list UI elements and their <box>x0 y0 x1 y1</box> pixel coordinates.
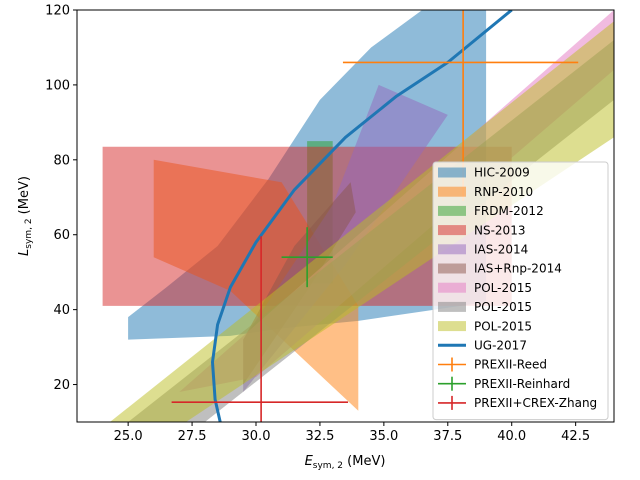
legend-swatch <box>438 186 466 197</box>
legend-entry-ias-2014: IAS-2014 <box>438 243 528 257</box>
errorbar-prexii-crex-zhang <box>171 236 349 422</box>
legend-swatch <box>438 225 466 236</box>
y-tick-label: 20 <box>53 378 70 393</box>
errorbar-prexii-reed <box>342 10 579 202</box>
legend: HIC-2009 RNP-2010 FRDM-2012 NS-2013 IAS-2014… <box>432 161 609 421</box>
legend-entry-rnp-2010: RNP-2010 <box>438 185 533 199</box>
legend-label: IAS-2014 <box>474 243 528 257</box>
legend-label: RNP-2010 <box>474 185 533 199</box>
legend-swatch <box>438 205 466 216</box>
y-tick-label: 100 <box>45 78 70 93</box>
legend-label: POL-2015 <box>474 281 532 295</box>
x-tick-label: 40.0 <box>497 429 526 444</box>
legend-label: POL-2015 <box>474 319 532 333</box>
legend-swatch <box>438 301 466 312</box>
y-axis-label: Lsym, 2 (MeV) <box>17 176 34 256</box>
y-tick-label: 60 <box>53 228 70 243</box>
legend-entry-prexii-reed: PREXII-Reed <box>438 357 547 372</box>
y-tick-label: 120 <box>45 4 70 19</box>
legend-swatch <box>438 282 466 293</box>
y-tick-label: 80 <box>53 153 70 168</box>
legend-entry-frdm-2012: FRDM-2012 <box>438 204 544 218</box>
x-tick-label: 37.5 <box>433 429 462 444</box>
x-tick-label: 32.5 <box>305 429 334 444</box>
legend-box <box>432 161 609 421</box>
plot-frame <box>76 9 615 423</box>
legend-label: IAS+Rnp-2014 <box>474 262 562 276</box>
x-axis-ticks: 25.0 27.5 30.0 32.5 35.0 37.5 40.0 42.5 <box>114 422 590 444</box>
legend-entry-pol-2015: POL-2015 <box>438 319 532 333</box>
legend-entry-ns-2013: NS-2013 <box>438 223 525 237</box>
regions-layer <box>102 10 614 422</box>
legend-entry-pol-2015: POL-2015 <box>438 281 532 295</box>
x-tick-label: 42.5 <box>561 429 590 444</box>
errorbar-prexii-reinhard <box>281 227 333 288</box>
legend-entry-hic-2009: HIC-2009 <box>438 166 530 180</box>
legend-entry-prexii-crex-zhang: PREXII+CREX-Zhang <box>438 395 597 410</box>
legend-swatch <box>438 321 466 332</box>
x-tick-label: 25.0 <box>114 429 143 444</box>
y-tick-label: 40 <box>53 303 70 318</box>
legend-label: PREXII+CREX-Zhang <box>474 396 597 410</box>
y-axis-ticks: 20 40 60 80 100 120 <box>45 4 77 393</box>
legend-label: UG-2017 <box>474 339 527 353</box>
line-ug-2017 <box>211 10 513 422</box>
legend-entry-pol-2015: POL-2015 <box>438 300 532 314</box>
region-pol-2015-8 <box>109 21 614 422</box>
legend-entry-ias-rnp-2014: IAS+Rnp-2014 <box>438 262 562 276</box>
legend-label: POL-2015 <box>474 300 532 314</box>
legend-entry-ug-2017: UG-2017 <box>438 339 527 353</box>
x-tick-label: 30.0 <box>242 429 271 444</box>
legend-swatch <box>438 263 466 274</box>
legend-swatch <box>438 167 466 178</box>
legend-swatch <box>438 244 466 255</box>
legend-label: PREXII-Reinhard <box>474 377 570 391</box>
legend-label: FRDM-2012 <box>474 204 544 218</box>
x-axis-label: Esym, 2 (MeV) <box>305 454 386 471</box>
legend-label: HIC-2009 <box>474 166 530 180</box>
lines-layer <box>211 10 513 422</box>
legend-label: PREXII-Reed <box>474 358 547 372</box>
x-tick-label: 27.5 <box>178 429 207 444</box>
errorbars-layer <box>171 10 579 422</box>
legend-entry-prexii-reinhard: PREXII-Reinhard <box>438 376 570 391</box>
legend-label: NS-2013 <box>474 223 525 237</box>
x-tick-label: 35.0 <box>369 429 398 444</box>
